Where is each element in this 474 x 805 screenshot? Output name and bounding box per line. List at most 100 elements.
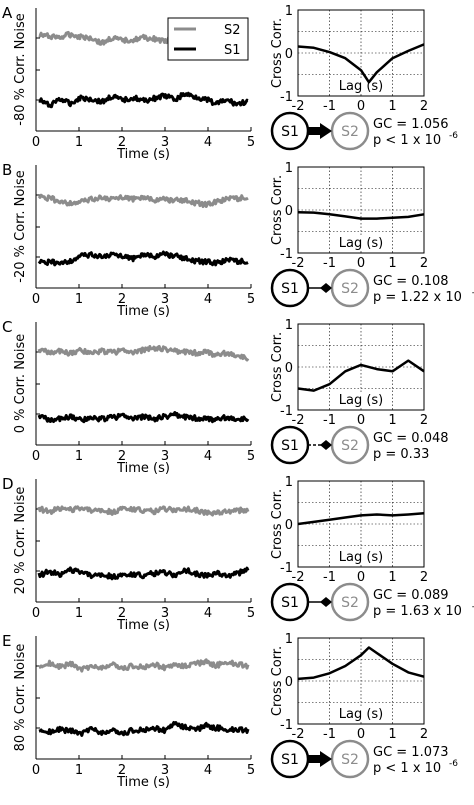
panel-c-cc-ytick-label: -1 bbox=[280, 404, 293, 419]
panel-e-cc-xlabel-bg bbox=[338, 706, 384, 721]
panel-b-ts-xtick-label: 5 bbox=[247, 292, 255, 307]
panel-d-cc-ylabel: Cross Corr. bbox=[270, 489, 285, 559]
panel-b-cc-xtick-label: -1 bbox=[323, 256, 336, 271]
panel-b-cc-xtick-label: 1 bbox=[388, 256, 396, 271]
legend-box bbox=[167, 17, 249, 61]
panel-d-cc-curve bbox=[297, 512, 425, 526]
panel-a-cc-ytick-label: -1 bbox=[280, 90, 293, 105]
panel-e-cc-xtick-label: 2 bbox=[420, 727, 428, 742]
panel-c-ts-xtick-label: 0 bbox=[32, 449, 40, 464]
panel-e-cc-xtick-label: 1 bbox=[388, 727, 396, 742]
panel-e-cc-xtick-label: 0 bbox=[357, 727, 365, 742]
panel-d-cc-xtick-label: -2 bbox=[292, 570, 305, 585]
panel-a-ts-xtick-label: 5 bbox=[247, 135, 255, 150]
panel-e-cc-curve bbox=[297, 646, 425, 681]
panel-e-cc-xlabel: Lag (s) bbox=[339, 707, 384, 722]
panel-d-cc-ytick-label: -1 bbox=[280, 561, 293, 576]
panel-e-s1-trace bbox=[38, 721, 250, 737]
panel-a-ts-ylabel: -80 % Corr. Noise bbox=[13, 13, 28, 125]
panel-a-cc-curve bbox=[297, 43, 425, 84]
panel-e-ts-ylabel: 80 % Corr. Noise bbox=[13, 644, 28, 752]
panel-a-ts-xtick-label: 0 bbox=[32, 135, 40, 150]
panel-a-arrow-head bbox=[320, 123, 332, 139]
panel-a-cc-xtick-label: -1 bbox=[323, 99, 336, 114]
panel-a-cc-xtick-label: 0 bbox=[357, 99, 365, 114]
panel-e-cc-ytick-label: -1 bbox=[280, 718, 293, 733]
panel-d-ts-xtick-label: 5 bbox=[247, 606, 255, 621]
panel-e-p-text: p < 1 x 10 bbox=[373, 761, 441, 776]
panel-c-arrow-head bbox=[320, 440, 332, 450]
panel-c-s1-trace bbox=[37, 411, 250, 424]
panel-d-cc-ytick-label: 0 bbox=[285, 518, 293, 533]
panel-a-gc-text: GC = 1.056 bbox=[373, 117, 449, 132]
panel-c-cc-xtick-label: -1 bbox=[323, 413, 336, 428]
panel-c-s2-node-label: S2 bbox=[341, 438, 359, 454]
panel-c-ts-xtick-label: 3 bbox=[161, 449, 169, 464]
panel-c-letter: C bbox=[2, 318, 12, 336]
panel-c-p-text: p = 0.33 bbox=[373, 447, 429, 462]
panel-b-s1-node-label: S1 bbox=[281, 281, 299, 297]
panel-b-cc-ytick-label: -1 bbox=[280, 247, 293, 262]
panel-a-cc-ytick-label: 0 bbox=[285, 47, 293, 62]
panel-a-cc-xlabel-bg bbox=[338, 78, 384, 93]
panel-c-cc-xlabel: Lag (s) bbox=[339, 393, 384, 408]
panel-c-cc-xtick-label: 2 bbox=[420, 413, 428, 428]
panel-e-arrow-head bbox=[320, 751, 332, 767]
panel-e-cc-ylabel: Cross Corr. bbox=[270, 646, 285, 716]
panel-a-s1-trace bbox=[38, 91, 249, 109]
panel-d-s2-trace bbox=[37, 505, 250, 517]
panel-c-ts-xlabel: Time (s) bbox=[116, 461, 170, 476]
panel-c-cc-ytick-label: 0 bbox=[285, 361, 293, 376]
panel-b-p-text: p = 1.22 x 10 bbox=[373, 290, 462, 305]
panel-b-s1-trace bbox=[37, 250, 249, 267]
panel-a-arrow-shaft bbox=[308, 127, 322, 135]
panel-a-s1-node-label: S1 bbox=[281, 124, 299, 140]
panel-b-cc-xtick-label: 2 bbox=[420, 256, 428, 271]
panel-e-s1-node-label: S1 bbox=[281, 752, 299, 768]
panel-b-ts-xtick-label: 0 bbox=[32, 292, 40, 307]
panel-b-cc-xlabel-bg bbox=[338, 235, 384, 250]
panel-d-cc-xlabel-bg bbox=[338, 549, 384, 564]
panel-c-cc-xtick-label: -2 bbox=[292, 413, 305, 428]
panel-c-cc-ytick-label: 1 bbox=[285, 318, 293, 333]
panel-e-ts-xlabel: Time (s) bbox=[116, 775, 170, 790]
panel-a-cc-xlabel: Lag (s) bbox=[339, 79, 384, 94]
panel-a-cc-xtick-label: 1 bbox=[388, 99, 396, 114]
panel-e-cc-ytick-label: 0 bbox=[285, 675, 293, 690]
panel-b-letter: B bbox=[2, 161, 12, 179]
panel-c-ts-xtick-label: 5 bbox=[247, 449, 255, 464]
panel-a-ts-xtick-label: 2 bbox=[118, 135, 126, 150]
panel-d-p-text: p = 1.63 x 10 bbox=[373, 604, 462, 619]
panel-d-s1-trace bbox=[37, 566, 250, 581]
panel-e-ts-xtick-label: 0 bbox=[32, 763, 40, 778]
panel-d-gc-text: GC = 0.089 bbox=[373, 588, 449, 603]
panel-e-s2-trace bbox=[38, 658, 250, 673]
panel-c-cc-curve bbox=[297, 359, 425, 392]
panel-b-cc-ylabel: Cross Corr. bbox=[270, 175, 285, 245]
panel-e-arrow-shaft bbox=[308, 755, 322, 763]
panel-b-cc-xtick-label: 0 bbox=[357, 256, 365, 271]
panel-b-s2-node-label: S2 bbox=[341, 281, 359, 297]
panel-e-ts-xtick-label: 2 bbox=[118, 763, 126, 778]
panel-a-cc-xtick-label: -2 bbox=[292, 99, 305, 114]
panel-b-s2-trace bbox=[37, 193, 249, 209]
panel-b-cc-ytick-label: 0 bbox=[285, 204, 293, 219]
panel-a-ts-xtick-label: 1 bbox=[75, 135, 83, 150]
panel-d-s2-node-label: S2 bbox=[341, 595, 359, 611]
panel-e-ts-xtick-label: 4 bbox=[204, 763, 212, 778]
panel-c-gc-text: GC = 0.048 bbox=[373, 431, 449, 446]
panel-d-ts-xtick-label: 3 bbox=[161, 606, 169, 621]
panel-a-p-exponent: -6 bbox=[449, 131, 458, 141]
panel-a-cc-ylabel: Cross Corr. bbox=[270, 18, 285, 88]
panel-a-letter: A bbox=[2, 4, 13, 22]
panel-a-s2-node-label: S2 bbox=[341, 124, 359, 140]
panel-d-cc-ytick-label: 1 bbox=[285, 475, 293, 490]
panel-d-s1-node-label: S1 bbox=[281, 595, 299, 611]
panel-d-ts-ylabel: 20 % Corr. Noise bbox=[13, 487, 28, 595]
panel-e-ts-xtick-label: 5 bbox=[247, 763, 255, 778]
panel-b-cc-xlabel: Lag (s) bbox=[339, 236, 384, 251]
panel-d-letter: D bbox=[2, 475, 14, 493]
panel-a-cc-ytick-label: 1 bbox=[285, 4, 293, 19]
panel-e-cc-xtick-label: -2 bbox=[292, 727, 305, 742]
panel-c-ts-ylabel: 0 % Corr. Noise bbox=[13, 334, 28, 434]
